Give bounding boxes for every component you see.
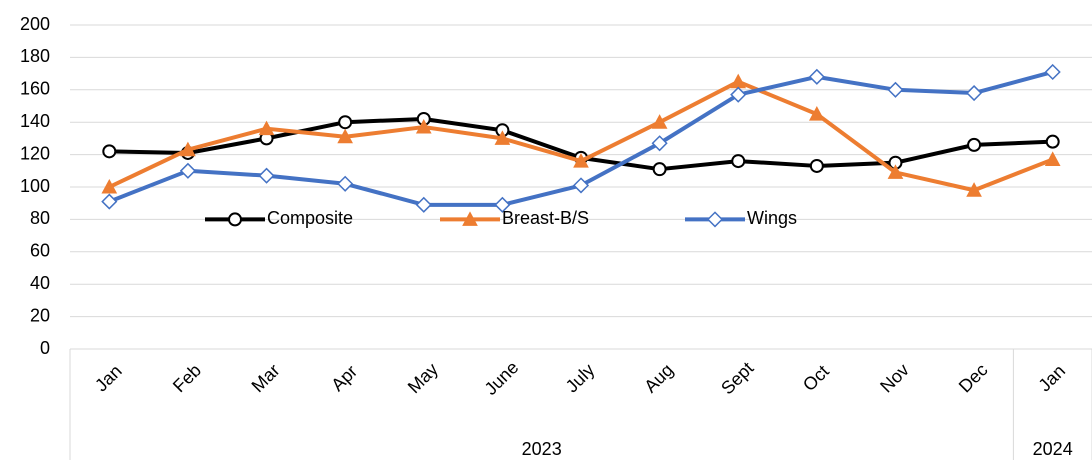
- y-tick-label: 140: [20, 111, 50, 131]
- marker: [258, 167, 275, 184]
- y-tick-label: 200: [20, 14, 50, 34]
- y-tick-label: 180: [20, 46, 50, 66]
- legend-label: Composite: [267, 208, 353, 228]
- marker: [730, 86, 747, 103]
- group-label: 2024: [1033, 439, 1073, 459]
- marker: [337, 128, 353, 144]
- marker: [966, 84, 983, 102]
- x-tick-label: Oct: [799, 361, 833, 395]
- marker: [731, 154, 746, 169]
- marker: [337, 175, 354, 192]
- marker: [730, 73, 747, 89]
- y-tick-label: 60: [30, 241, 50, 261]
- marker: [101, 178, 118, 194]
- marker: [258, 120, 275, 136]
- marker: [415, 119, 432, 134]
- legend-marker: [706, 211, 724, 228]
- marker: [573, 153, 589, 168]
- x-tick-label: Mar: [248, 360, 284, 396]
- x-tick-label: Sept: [717, 358, 757, 398]
- y-tick-label: 100: [20, 176, 50, 196]
- marker: [102, 144, 117, 159]
- marker: [966, 182, 982, 197]
- y-tick-label: 20: [30, 305, 50, 325]
- group-label: 2023: [522, 439, 562, 459]
- marker: [1045, 134, 1060, 149]
- marker: [651, 114, 668, 129]
- marker: [180, 141, 196, 157]
- marker: [338, 115, 353, 130]
- x-tick-label: Apr: [327, 361, 361, 395]
- x-tick-label: Jan: [1034, 361, 1069, 396]
- legend-marker: [462, 211, 478, 226]
- x-tick-label: July: [562, 360, 599, 397]
- marker: [1044, 63, 1061, 81]
- x-tick-label: May: [404, 359, 442, 397]
- legend-label: Wings: [747, 208, 797, 228]
- x-tick-label: June: [481, 357, 523, 399]
- legend-label: Breast-B/S: [502, 208, 589, 228]
- marker: [494, 130, 511, 145]
- marker: [967, 137, 982, 152]
- marker: [887, 164, 904, 179]
- marker: [1044, 151, 1061, 166]
- marker: [652, 162, 667, 177]
- x-tick-label: Dec: [955, 360, 992, 397]
- y-tick-label: 0: [40, 338, 50, 358]
- x-tick-label: Nov: [876, 360, 913, 397]
- x-tick-label: Aug: [640, 360, 677, 397]
- y-tick-label: 120: [20, 143, 50, 163]
- marker: [808, 68, 825, 85]
- marker: [415, 196, 432, 213]
- marker: [651, 135, 668, 152]
- marker: [494, 196, 511, 213]
- marker: [809, 106, 825, 121]
- marker: [572, 177, 590, 194]
- marker: [887, 81, 904, 98]
- y-tick-label: 160: [20, 79, 50, 99]
- x-tick-label: Jan: [91, 361, 126, 396]
- legend-marker: [228, 212, 242, 227]
- y-tick-label: 80: [30, 208, 50, 228]
- marker: [179, 162, 196, 179]
- y-tick-label: 40: [30, 273, 50, 293]
- marker: [809, 158, 824, 173]
- marker: [101, 193, 118, 210]
- x-tick-label: Feb: [169, 360, 205, 396]
